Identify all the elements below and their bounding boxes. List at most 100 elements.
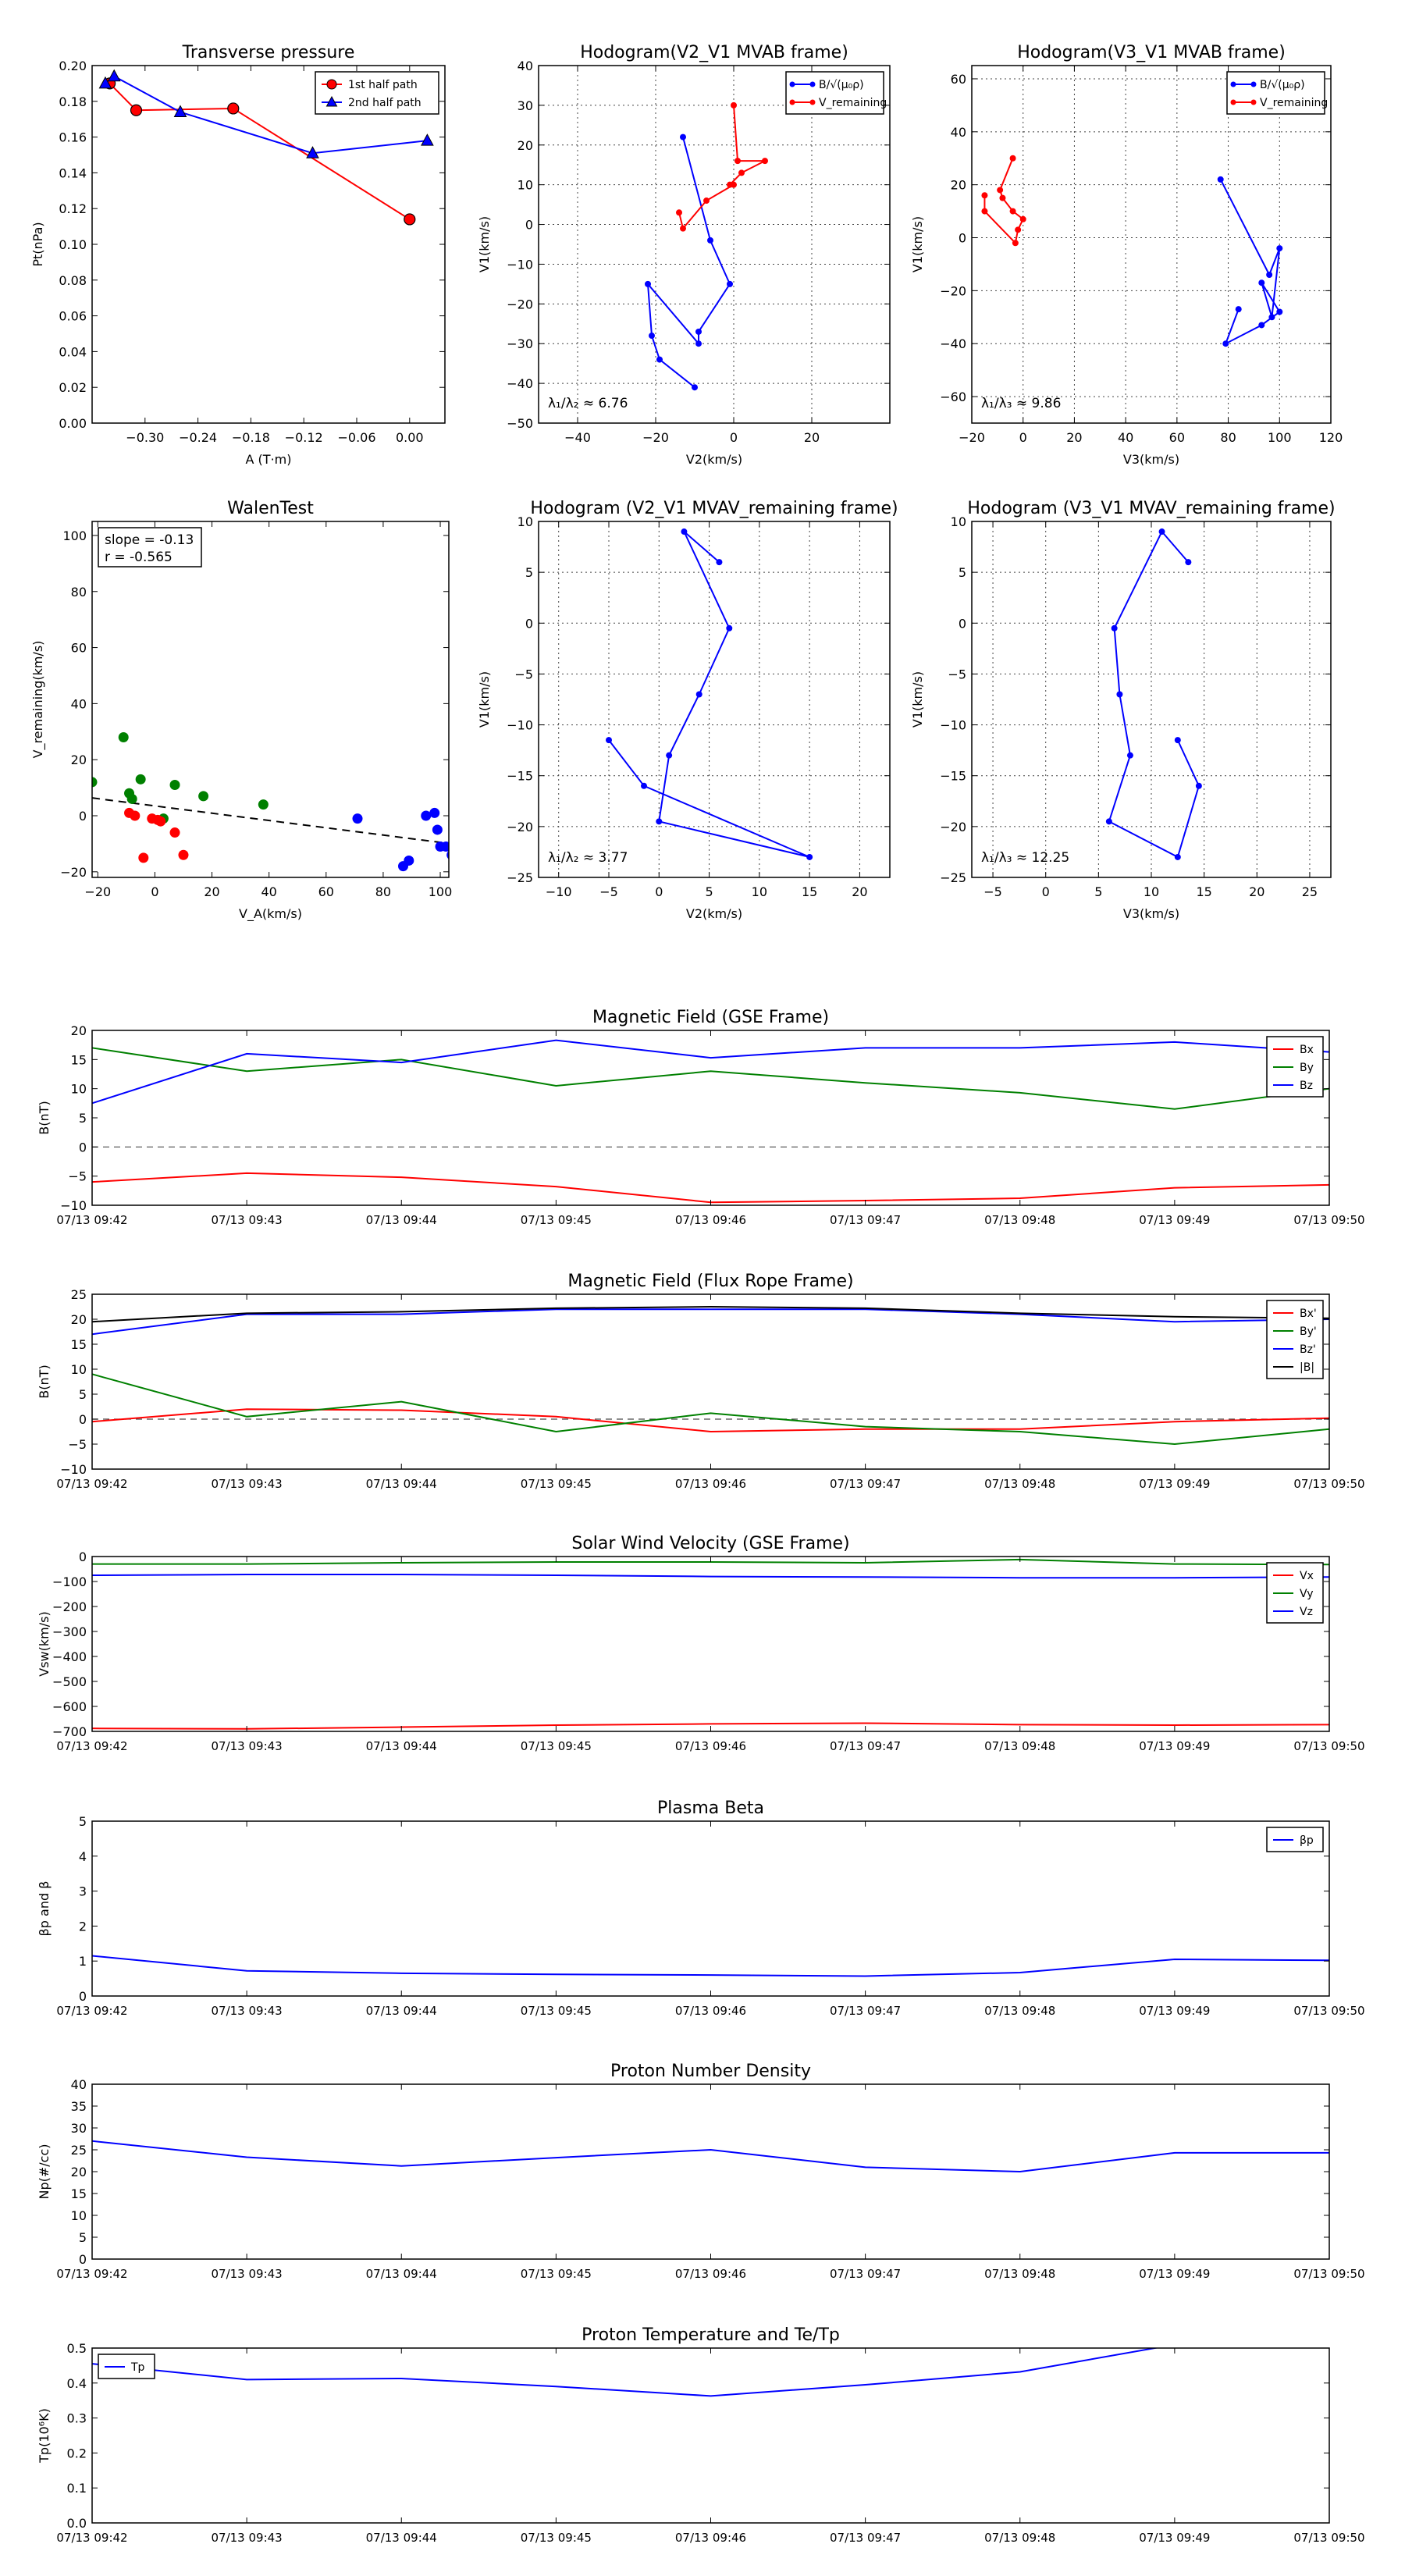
data-point xyxy=(695,691,702,698)
y-axis-label: V1(km/s) xyxy=(477,216,492,272)
y-tick-label: 0 xyxy=(525,616,533,631)
chart-vsw: −700 −600 −500 −400 −300 −200 −100 0 07/13 09:42… xyxy=(37,1534,1365,1753)
y-tick-label: 25 xyxy=(71,2143,87,2158)
y-tick-label: 15 xyxy=(71,1337,87,1352)
x-tick-label: 20 xyxy=(852,884,867,899)
x-tick-label: 07/13 09:42 xyxy=(56,2531,127,2545)
x-tick-label: 20 xyxy=(1066,430,1082,445)
data-point xyxy=(656,356,663,363)
data-point xyxy=(703,197,710,205)
y-tick-label: 0.16 xyxy=(59,130,87,145)
x-tick-label: 07/13 09:42 xyxy=(56,2004,127,2018)
data-point xyxy=(1116,691,1123,698)
data-point xyxy=(440,841,449,852)
x-tick-label: 07/13 09:45 xyxy=(521,2531,592,2545)
legend-marker xyxy=(809,99,816,105)
y-axis-label: βp and β xyxy=(37,1881,52,1937)
data-point xyxy=(130,810,140,821)
ratio-annotation: λ₁/λ₃ ≈ 9.86 xyxy=(981,396,1061,411)
chart-title: Magnetic Field (GSE Frame) xyxy=(592,1008,829,1027)
y-tick-label: 20 xyxy=(71,753,87,767)
x-tick-label: 07/13 09:47 xyxy=(830,1477,901,1491)
series-V_remaining xyxy=(981,155,1026,247)
y-tick-label: 35 xyxy=(71,2099,87,2114)
legend-label: βp xyxy=(1300,1834,1314,1847)
x-tick-label: 25 xyxy=(1302,884,1318,899)
plot-frame xyxy=(91,65,446,424)
legend-label: Vz xyxy=(1300,1606,1313,1618)
y-tick-label: 0.02 xyxy=(59,380,87,395)
x-tick-label: 07/13 09:44 xyxy=(366,2531,437,2545)
y-axis-label: Tp(10⁶K) xyxy=(37,2408,52,2464)
plot-frame xyxy=(971,65,1332,424)
x-tick-label: 07/13 09:46 xyxy=(675,1739,746,1753)
chart-title: WalenTest xyxy=(227,499,314,518)
y-tick-label: 0.00 xyxy=(59,416,87,431)
annotation-line: slope = -0.13 xyxy=(105,532,194,548)
plot-frame xyxy=(91,1030,1330,1206)
data-point xyxy=(429,807,440,818)
y-tick-label: 5 xyxy=(79,1387,87,1402)
fit-line xyxy=(92,797,449,845)
chart-title: Transverse pressure xyxy=(182,43,355,62)
x-tick-label: 07/13 09:43 xyxy=(212,1477,283,1491)
x-tick-label: 0 xyxy=(1019,430,1027,445)
data-point xyxy=(707,237,713,244)
data-point xyxy=(692,384,698,391)
data-point xyxy=(641,782,647,789)
legend-label: Vx xyxy=(1300,1570,1314,1582)
data-point xyxy=(1019,215,1026,222)
chart-title: Proton Number Density xyxy=(610,2062,811,2081)
series-Bz' xyxy=(92,1308,1329,1336)
x-tick-label: 07/13 09:46 xyxy=(675,2004,746,2018)
ratio-annotation: λ₁/λ₂ ≈ 3.77 xyxy=(548,850,628,866)
data-point xyxy=(738,169,745,176)
x-tick-label: 07/13 09:50 xyxy=(1293,2004,1364,2018)
x-tick-label: 07/13 09:50 xyxy=(1293,1213,1364,1227)
data-point xyxy=(731,181,737,188)
y-tick-label: 0.14 xyxy=(59,165,87,180)
data-point xyxy=(1126,752,1133,759)
legend-label: 2nd half path xyxy=(348,97,422,109)
x-tick-label: 07/13 09:44 xyxy=(366,1477,437,1491)
data-point xyxy=(98,76,112,89)
data-point xyxy=(155,816,166,827)
x-tick-label: 07/13 09:46 xyxy=(675,2267,746,2281)
legend-label: Bx xyxy=(1300,1044,1314,1056)
x-tick-label: 07/13 09:43 xyxy=(212,2531,283,2545)
legend-label: Bz' xyxy=(1300,1343,1316,1356)
x-tick-label: 07/13 09:48 xyxy=(984,1213,1055,1227)
y-tick-label: −25 xyxy=(507,870,533,885)
y-tick-label: 2 xyxy=(79,1919,87,1934)
y-tick-label: 30 xyxy=(518,98,533,113)
data-point xyxy=(1258,322,1265,329)
y-axis-label: Vsw(km/s) xyxy=(37,1611,52,1676)
series-line xyxy=(92,1955,1329,1977)
x-tick-label: 07/13 09:44 xyxy=(366,1739,437,1753)
y-axis-label: V1(km/s) xyxy=(910,671,925,728)
series-V_remaining xyxy=(676,101,768,232)
legend-marker xyxy=(789,81,795,87)
y-tick-label: 40 xyxy=(518,59,533,73)
legend: 1st half path 2nd half path xyxy=(315,71,439,115)
chart-hodo3: −25 −20 −15 −10 −5 0 5 10 −10 −5 0 5 10 15 20 Hodogram … xyxy=(477,499,898,921)
chart-np: 0 5 10 15 20 25 30 35 40 07/13 09:42 07/13 09:43 07… xyxy=(37,2062,1365,2281)
x-tick-label: −0.12 xyxy=(285,430,323,445)
chart-title: Hodogram (V2_V1 MVAV_remaining frame) xyxy=(530,499,898,518)
legend: B/√(μ₀ρ) V_remaining xyxy=(785,71,887,115)
data-point xyxy=(695,328,702,335)
y-tick-label: 0.04 xyxy=(59,344,87,359)
x-tick-label: 0.00 xyxy=(396,430,424,445)
data-point xyxy=(130,104,143,116)
legend-label: B/√(μ₀ρ) xyxy=(1260,79,1305,91)
x-tick-label: −0.30 xyxy=(126,430,164,445)
x-tick-label: −20 xyxy=(959,430,985,445)
legend-label: |B| xyxy=(1300,1361,1314,1374)
ratio-annotation: λ₁/λ₂ ≈ 6.76 xyxy=(548,396,628,411)
series-line xyxy=(92,1039,1329,1105)
series-Vy xyxy=(92,1558,1329,1566)
series-2nd half path xyxy=(98,69,434,158)
y-tick-label: −5 xyxy=(948,667,966,681)
legend-marker xyxy=(1250,99,1257,105)
